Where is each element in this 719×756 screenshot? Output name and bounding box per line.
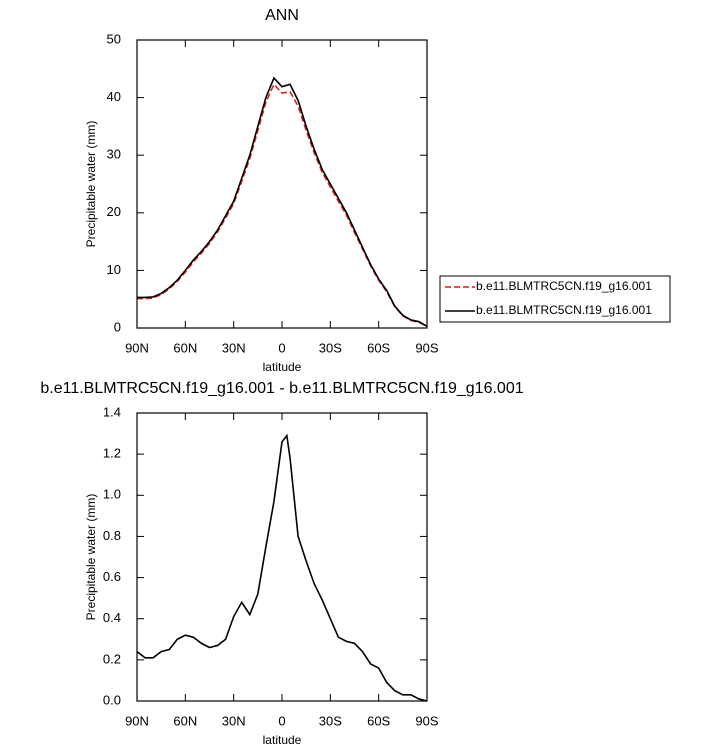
- y-tick-label: 1.2: [103, 446, 121, 461]
- x-tick-label: 90N: [125, 713, 149, 728]
- x-tick-label: 0: [278, 340, 285, 355]
- legend-box: [439, 275, 671, 323]
- y-tick-label: 1.0: [103, 487, 121, 502]
- x-tick-label: 30S: [319, 340, 342, 355]
- y-tick-label: 40: [107, 89, 121, 104]
- plot-frame: [136, 39, 428, 329]
- legend-label: b.e11.BLMTRC5CN.f19_g16.001: [476, 279, 652, 293]
- chart-title: b.e11.BLMTRC5CN.f19_g16.001 - b.e11.BLMT…: [40, 380, 523, 397]
- y-tick-label: 0.2: [103, 651, 121, 666]
- x-tick-label: 30N: [222, 340, 246, 355]
- data-line: [137, 76, 428, 327]
- x-tick-label: 60S: [367, 713, 390, 728]
- y-tick-label: 30: [107, 147, 121, 162]
- y-tick-label: 20: [107, 204, 121, 219]
- y-tick-label: 1.4: [103, 404, 121, 419]
- y-axis-label: Precipitable water (mm): [84, 121, 98, 248]
- y-tick-label: 0: [114, 319, 121, 334]
- data-line: [136, 433, 428, 702]
- x-axis-label: latitude: [263, 360, 302, 374]
- x-tick-label: 90S: [415, 713, 438, 728]
- y-tick-label: 0.6: [103, 569, 121, 584]
- x-tick-label: 60N: [173, 713, 197, 728]
- plot-frame: [136, 412, 428, 702]
- x-tick-label: 60S: [367, 340, 390, 355]
- y-tick-label: 50: [107, 31, 121, 46]
- legend-label: b.e11.BLMTRC5CN.f19_g16.001: [476, 303, 652, 317]
- y-tick-label: 0.0: [103, 692, 121, 707]
- x-tick-label: 30S: [319, 713, 342, 728]
- data-line: [137, 82, 428, 327]
- chart-title: ANN: [265, 7, 299, 24]
- x-tick-label: 60N: [173, 340, 197, 355]
- y-axis-label: Precipitable water (mm): [84, 494, 98, 621]
- x-tick-label: 90S: [415, 340, 438, 355]
- x-axis-label: latitude: [263, 733, 302, 747]
- x-tick-label: 30N: [222, 713, 246, 728]
- y-tick-label: 0.4: [103, 610, 121, 625]
- x-tick-label: 0: [278, 713, 285, 728]
- x-tick-label: 90N: [125, 340, 149, 355]
- y-tick-label: 10: [107, 262, 121, 277]
- y-tick-label: 0.8: [103, 528, 121, 543]
